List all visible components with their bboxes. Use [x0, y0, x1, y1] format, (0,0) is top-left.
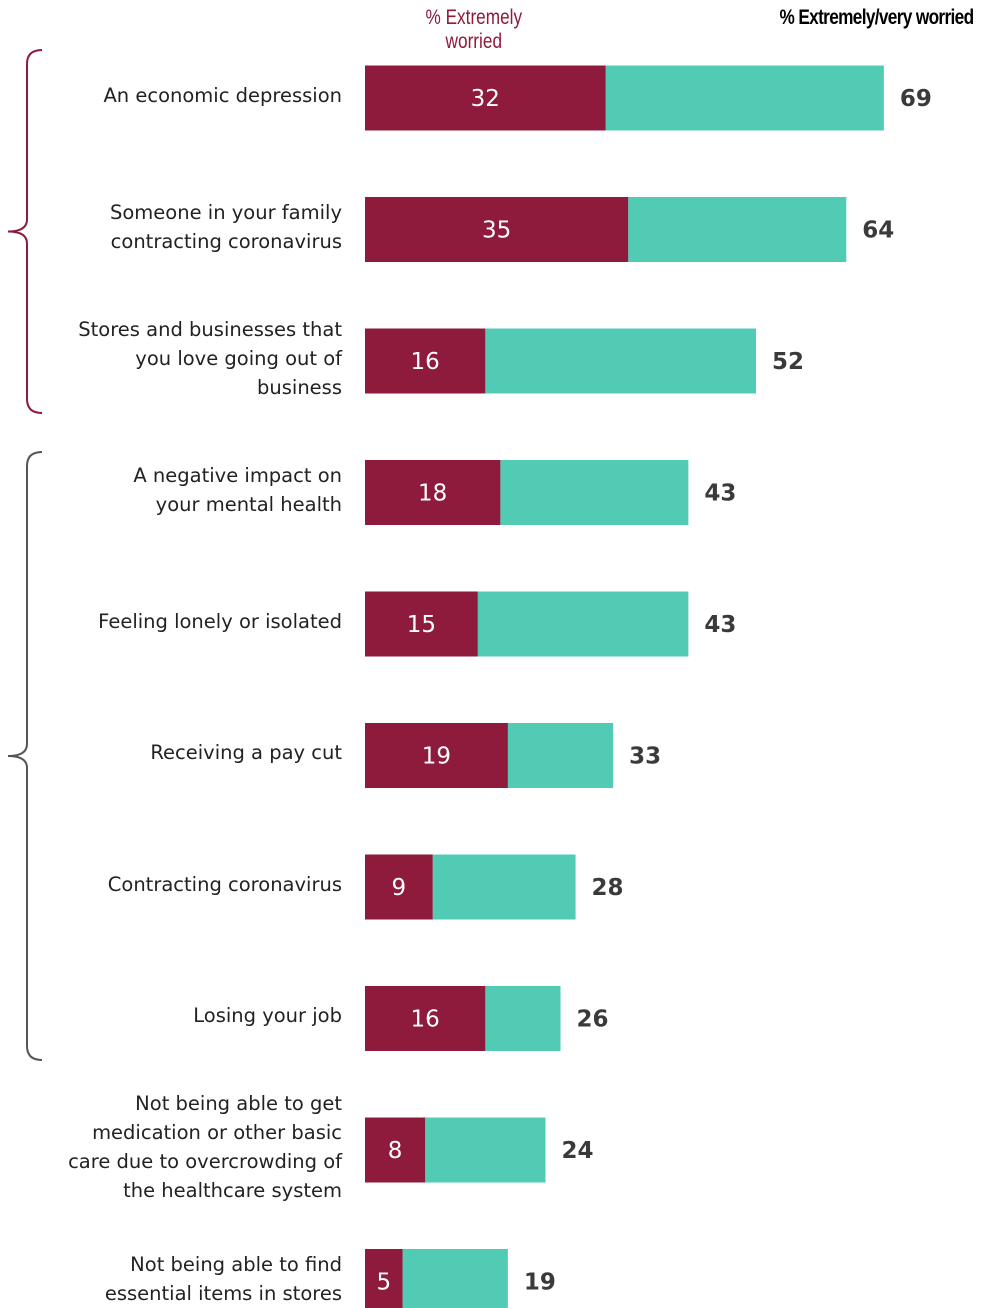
bar-very-worried	[485, 986, 561, 1051]
category-label: Contracting coronavirus	[42, 870, 342, 899]
category-label-line: Not being able to get	[135, 1092, 342, 1115]
category-label: An economic depression	[42, 81, 342, 110]
category-label: Someone in your family contracting corona…	[42, 198, 342, 256]
value-label-extremely: 15	[407, 612, 436, 638]
bar-extremely-worried	[365, 591, 478, 657]
bar-extremely-worried	[365, 65, 606, 131]
bar-very-worried	[432, 854, 576, 920]
value-label-extremely: 18	[418, 481, 447, 507]
bar-very-worried	[507, 723, 614, 788]
value-label-total: 24	[561, 1138, 593, 1164]
category-label-line: Not being able to find	[130, 1252, 342, 1276]
value-label-total: 43	[704, 481, 736, 507]
bar-extremely-worried	[365, 197, 629, 262]
category-label: Not being able to find essential items in…	[42, 1250, 342, 1308]
category-label-line: medication or other basic	[92, 1121, 342, 1144]
value-label-extremely: 5	[376, 1270, 391, 1296]
category-label: A negative impact on your mental health	[42, 461, 342, 519]
bar-extremely-worried	[365, 1249, 403, 1308]
value-label-total: 64	[862, 218, 894, 244]
category-label: Receiving a pay cut	[42, 738, 342, 767]
category-label-line: the healthcare system	[123, 1179, 342, 1202]
value-label-total: 28	[592, 875, 624, 901]
bar-extremely-worried	[365, 723, 508, 788]
category-label-line: Receiving a pay cut	[150, 741, 342, 764]
bar-extremely-worried	[365, 1117, 426, 1183]
category-label: Feeling lonely or isolated	[42, 607, 342, 636]
category-label-line: Feeling lonely or isolated	[98, 609, 342, 633]
category-label-line: you love going out of	[135, 346, 342, 370]
legend-extremely-very: % Extremely/very worried	[779, 6, 974, 29]
category-label-line: Losing your job	[193, 1004, 342, 1027]
category-label-line: your mental health	[155, 492, 342, 516]
bar-very-worried	[477, 591, 689, 657]
category-label: Not being able to get medication or other…	[42, 1089, 342, 1205]
value-label-extremely: 32	[471, 86, 500, 112]
group-bracket	[7, 451, 43, 1061]
group-bracket	[7, 49, 43, 414]
category-label-line: Someone in your family	[110, 200, 342, 224]
bar-very-worried	[425, 1117, 546, 1183]
category-label-line: essential items in stores	[104, 1281, 342, 1305]
bar-extremely-worried	[365, 460, 501, 525]
bar-very-worried	[605, 65, 884, 131]
value-label-total: 69	[900, 86, 932, 112]
category-label-line: An economic depression	[103, 83, 342, 107]
value-label-extremely: 8	[388, 1138, 403, 1164]
bar-very-worried	[500, 460, 689, 525]
category-label-line: business	[257, 375, 342, 399]
category-label-line: Contracting coronavirus	[107, 872, 342, 896]
value-label-total: 52	[772, 349, 804, 375]
value-label-extremely: 35	[482, 218, 511, 244]
bar-extremely-worried	[365, 328, 486, 394]
bar-very-worried	[628, 197, 847, 262]
value-label-extremely: 16	[411, 349, 440, 375]
category-label: Stores and businesses that you love going…	[42, 315, 342, 402]
value-label-total: 19	[524, 1270, 556, 1296]
value-label-total: 26	[577, 1007, 609, 1033]
bar-very-worried	[402, 1249, 508, 1308]
legend-extremely: % Extremely worried	[425, 6, 523, 53]
value-label-extremely: 9	[392, 875, 407, 901]
value-label-extremely: 16	[411, 1007, 440, 1033]
value-label-total: 33	[629, 744, 661, 770]
category-label-line: Stores and businesses that	[78, 317, 342, 341]
category-label-line: A negative impact on	[133, 463, 342, 487]
bar-extremely-worried	[365, 986, 486, 1051]
category-label-line: contracting coronavirus	[110, 229, 342, 253]
value-label-total: 43	[704, 612, 736, 638]
value-label-extremely: 19	[422, 744, 451, 770]
category-label: Losing your job	[42, 1001, 342, 1030]
category-label-line: care due to overcrowding of	[68, 1150, 342, 1173]
bar-extremely-worried	[365, 854, 433, 920]
bar-very-worried	[485, 328, 757, 394]
